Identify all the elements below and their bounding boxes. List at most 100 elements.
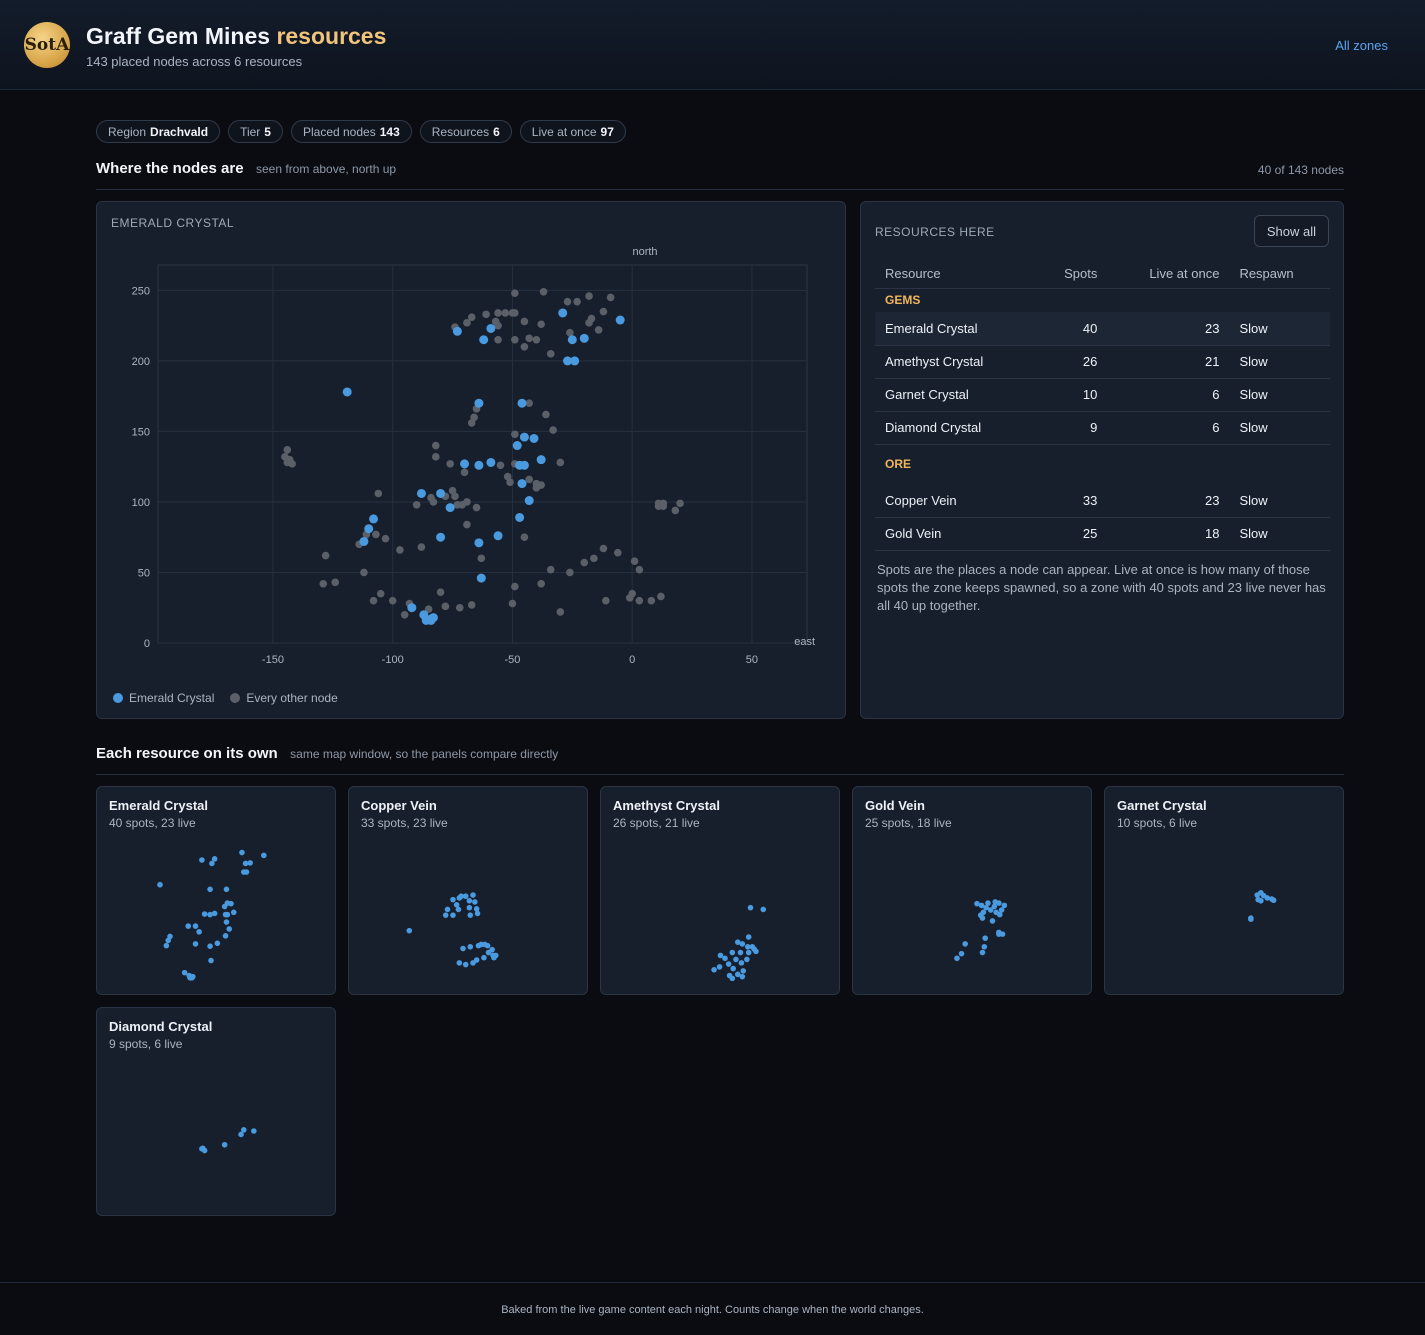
table-row[interactable]: Diamond Crystal 9 6 Slow bbox=[875, 411, 1330, 445]
card-stats: 9 spots, 6 live bbox=[109, 1037, 183, 1051]
legend-item-selected[interactable]: Emerald Crystal bbox=[113, 691, 214, 705]
y-tick-label: 50 bbox=[138, 567, 150, 579]
emerald-node-point bbox=[436, 488, 446, 498]
other-node-point bbox=[467, 601, 476, 609]
table-row[interactable]: Copper Vein 33 23 Slow bbox=[875, 484, 1330, 518]
cell-live: 23 bbox=[1107, 484, 1230, 518]
emerald-node-point bbox=[416, 488, 426, 498]
mini-node-point bbox=[734, 939, 741, 945]
other-node-point bbox=[432, 453, 440, 461]
emerald-node-point bbox=[369, 514, 379, 524]
mini-node-point bbox=[462, 893, 469, 900]
resource-card-garnet[interactable]: Garnet Crystal 10 spots, 6 live bbox=[1104, 786, 1344, 995]
card-stats: 10 spots, 6 live bbox=[1117, 816, 1198, 830]
mini-node-point bbox=[744, 956, 750, 963]
mini-node-point bbox=[462, 961, 469, 968]
mini-node-point bbox=[717, 952, 724, 959]
mini-node-point bbox=[406, 927, 413, 934]
mini-node-point bbox=[242, 860, 249, 867]
mini-node-point bbox=[954, 955, 960, 962]
other-node-point bbox=[614, 548, 622, 557]
mini-node-point bbox=[999, 931, 1006, 937]
resource-card-copper[interactable]: Copper Vein 33 spots, 23 live bbox=[348, 786, 588, 995]
x-tick-label: -150 bbox=[262, 654, 284, 666]
other-node-point bbox=[537, 579, 545, 588]
x-tick-label: 0 bbox=[629, 654, 635, 666]
resource-card-amethyst[interactable]: Amethyst Crystal 26 spots, 21 live bbox=[600, 786, 840, 995]
other-node-point bbox=[532, 335, 541, 344]
other-node-point bbox=[429, 498, 438, 506]
other-node-point bbox=[542, 410, 550, 419]
map-legend: Emerald Crystal Every other node bbox=[113, 691, 338, 705]
mini-node-point bbox=[442, 912, 449, 918]
cell-live: 18 bbox=[1107, 517, 1230, 551]
mini-node-point bbox=[987, 907, 994, 913]
page-title: Graff Gem Mines resources bbox=[86, 23, 386, 50]
table-row[interactable]: Amethyst Crystal 26 21 Slow bbox=[875, 345, 1330, 379]
x-tick-label: -100 bbox=[382, 654, 404, 666]
other-node-point bbox=[446, 460, 454, 468]
other-node-point bbox=[496, 461, 505, 470]
mini-node-point bbox=[484, 942, 491, 949]
table-row[interactable]: Gold Vein 25 18 Slow bbox=[875, 517, 1330, 551]
section-heading: Each resource on its own bbox=[96, 745, 278, 762]
y-tick-label: 200 bbox=[132, 356, 150, 368]
col-spots[interactable]: Spots bbox=[1035, 259, 1108, 289]
other-node-point bbox=[372, 530, 380, 539]
other-node-point bbox=[477, 554, 486, 563]
table-row[interactable]: Garnet Crystal 10 6 Slow bbox=[875, 378, 1330, 412]
emerald-node-point bbox=[563, 356, 573, 366]
mini-node-point bbox=[221, 1141, 228, 1148]
other-node-point bbox=[494, 309, 502, 317]
chip-label: Resources bbox=[431, 124, 490, 139]
mini-node-point bbox=[740, 968, 747, 974]
other-node-point bbox=[556, 458, 565, 467]
resource-card-emerald[interactable]: Emerald Crystal 40 spots, 23 live bbox=[96, 786, 336, 995]
mini-node-point bbox=[466, 904, 473, 911]
cell-resource: Copper Vein bbox=[875, 484, 1036, 518]
other-node-point bbox=[599, 544, 608, 553]
emerald-node-point bbox=[476, 573, 486, 583]
legend-swatch-selected bbox=[113, 693, 123, 703]
mini-node-point bbox=[444, 906, 451, 913]
other-node-point bbox=[436, 588, 445, 597]
other-node-point bbox=[321, 551, 330, 560]
mini-node-point bbox=[238, 1131, 244, 1138]
chip-label: Tier bbox=[240, 124, 261, 139]
emerald-node-point bbox=[342, 387, 352, 397]
resource-card-gold[interactable]: Gold Vein 25 spots, 18 live bbox=[852, 786, 1092, 995]
cell-respawn: Slow bbox=[1229, 411, 1330, 445]
col-resource[interactable]: Resource bbox=[875, 259, 1036, 289]
other-node-point bbox=[599, 307, 608, 316]
y-tick-label: 0 bbox=[144, 638, 150, 650]
other-node-point bbox=[602, 596, 610, 605]
mini-node-point bbox=[201, 911, 208, 917]
mini-node-point bbox=[165, 937, 171, 944]
mini-map bbox=[199, 1127, 257, 1154]
emerald-node-point bbox=[474, 460, 484, 470]
col-respawn[interactable]: Respawn bbox=[1229, 259, 1330, 289]
emerald-node-point bbox=[474, 538, 484, 548]
emerald-node-point bbox=[570, 356, 580, 366]
other-node-point bbox=[283, 445, 292, 454]
cell-resource: Gold Vein bbox=[875, 517, 1036, 551]
table-row[interactable]: Emerald Crystal 40 23 Slow bbox=[875, 312, 1330, 346]
mini-node-point bbox=[745, 949, 752, 956]
resource-card-diamond[interactable]: Diamond Crystal 9 spots, 6 live bbox=[96, 1007, 336, 1216]
mini-node-point bbox=[474, 910, 481, 917]
other-node-point bbox=[520, 533, 529, 542]
mini-node-point bbox=[716, 964, 723, 970]
mini-node-point bbox=[456, 960, 463, 966]
col-live[interactable]: Live at once bbox=[1107, 259, 1230, 289]
mini-node-point bbox=[450, 912, 456, 918]
legend-item-other[interactable]: Every other node bbox=[230, 691, 338, 705]
emerald-node-point bbox=[426, 615, 436, 625]
other-node-point bbox=[508, 599, 517, 608]
show-all-button[interactable]: Show all bbox=[1253, 215, 1329, 247]
legend-label-other: Every other node bbox=[246, 691, 338, 705]
all-zones-link[interactable]: All zones bbox=[1335, 38, 1388, 53]
emerald-node-point bbox=[524, 496, 534, 506]
resources-panel: RESOURCES HERE Show all Resource Spots L… bbox=[860, 201, 1344, 719]
card-title: Gold Vein bbox=[865, 798, 925, 813]
emerald-node-point bbox=[407, 603, 417, 613]
